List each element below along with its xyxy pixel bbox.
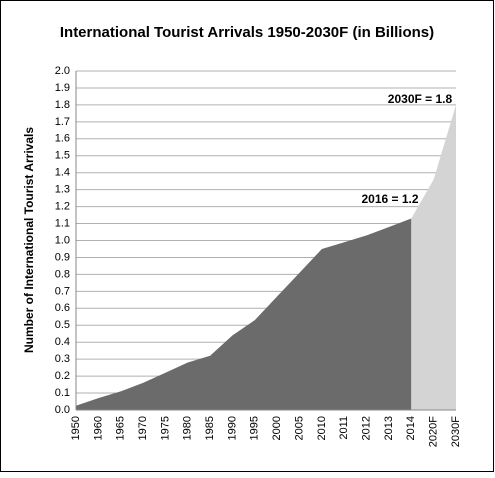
- y-tick-label: 0.4: [55, 336, 70, 348]
- x-tick-label: 2005: [293, 416, 305, 440]
- x-tick-label: 1970: [137, 416, 149, 440]
- x-tick-label: 1975: [159, 416, 171, 440]
- chart-title: International Tourist Arrivals 1950-2030…: [60, 24, 434, 41]
- annotation: 2030F = 1.8: [388, 92, 453, 106]
- x-tick-label: 1980: [182, 416, 194, 440]
- x-tick-label: 2011: [338, 416, 350, 440]
- y-tick-label: 1.7: [55, 116, 70, 128]
- y-tick-label: 0.0: [55, 404, 70, 416]
- x-tick-label: 1960: [92, 416, 104, 440]
- y-tick-label: 0.6: [55, 302, 70, 314]
- x-tick-label: 1990: [226, 416, 238, 440]
- x-tick-label: 1985: [204, 416, 216, 440]
- x-tick-label: 2013: [383, 416, 395, 440]
- y-tick-label: 1.9: [55, 82, 70, 94]
- x-tick-label: 2012: [360, 416, 372, 440]
- x-tick-label: 2010: [316, 416, 328, 440]
- y-tick-label: 1.0: [55, 234, 70, 246]
- y-tick-label: 0.5: [55, 319, 70, 331]
- y-tick-label: 1.2: [55, 201, 70, 213]
- y-tick-label: 1.4: [55, 167, 70, 179]
- annotation: 2016 = 1.2: [361, 192, 418, 206]
- x-tick-label: 1950: [70, 416, 82, 440]
- y-tick-label: 1.5: [55, 150, 70, 162]
- y-axis-label: Number of International Tourist Arrivals: [22, 127, 36, 353]
- y-tick-label: 1.1: [55, 217, 70, 229]
- x-tick-label: 2020F: [428, 416, 440, 447]
- y-tick-label: 1.3: [55, 184, 70, 196]
- y-tick-label: 0.9: [55, 251, 70, 263]
- y-tick-label: 0.8: [55, 268, 70, 280]
- y-tick-label: 0.7: [55, 285, 70, 297]
- y-tick-label: 1.8: [55, 99, 70, 111]
- y-tick-label: 1.6: [55, 133, 70, 145]
- y-tick-label: 0.1: [55, 387, 70, 399]
- x-tick-label: 2014: [405, 416, 417, 440]
- y-tick-label: 2.0: [55, 65, 70, 77]
- x-tick-label: 2000: [271, 416, 283, 440]
- x-tick-label: 1995: [249, 416, 261, 440]
- area: [76, 218, 412, 410]
- x-tick-label: 2030F: [450, 416, 462, 447]
- y-tick-label: 0.3: [55, 353, 70, 365]
- x-tick-label: 1965: [115, 416, 127, 440]
- y-tick-label: 0.2: [55, 370, 70, 382]
- area: [411, 104, 456, 411]
